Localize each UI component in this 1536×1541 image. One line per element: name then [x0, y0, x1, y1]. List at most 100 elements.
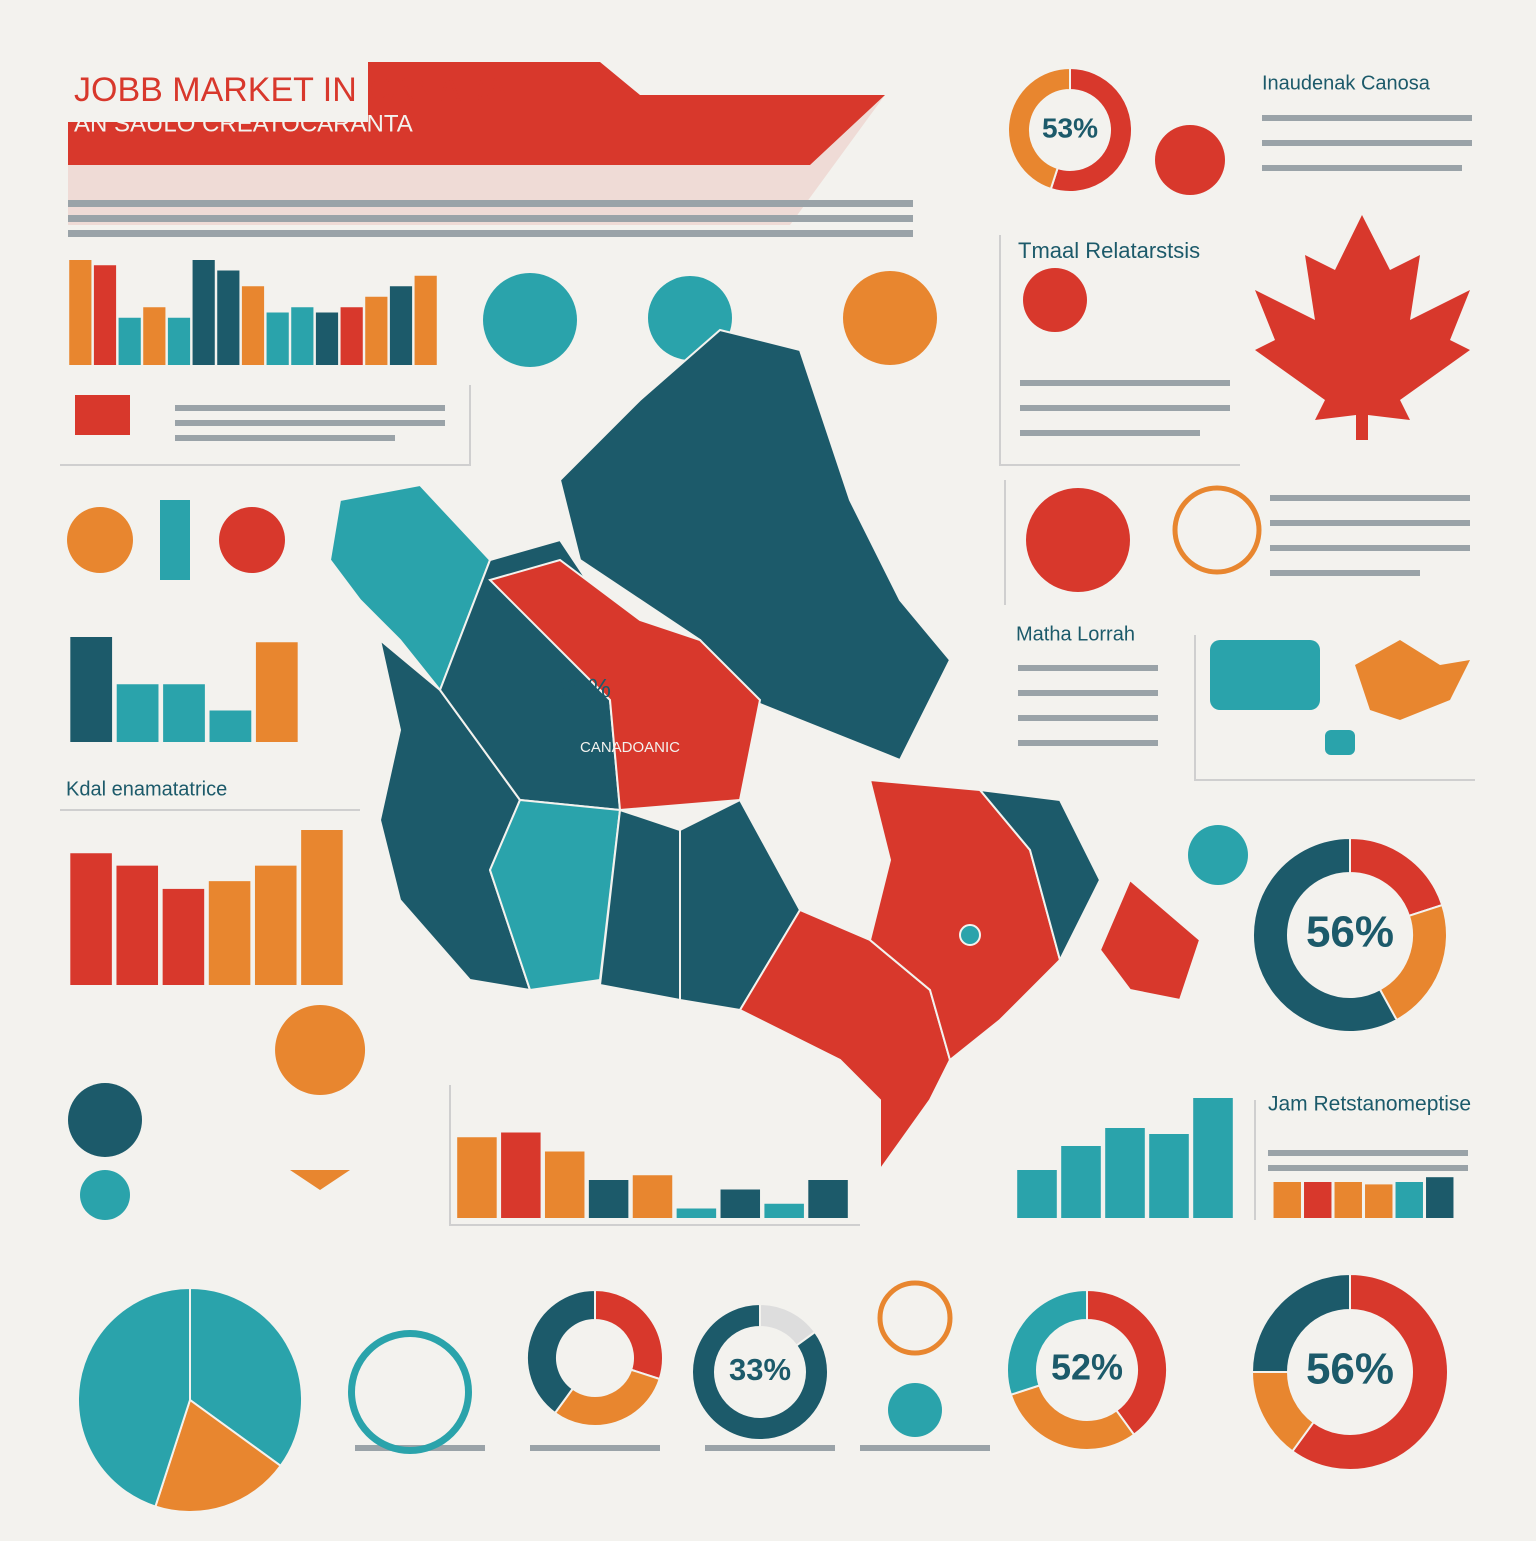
region	[1098, 878, 1202, 1002]
donut-segment	[691, 1302, 829, 1441]
icon	[1355, 640, 1470, 720]
bar	[167, 317, 191, 365]
bar	[544, 1151, 585, 1218]
text-line	[175, 435, 395, 441]
bar	[217, 270, 240, 365]
bar	[291, 307, 314, 365]
frame	[999, 235, 1240, 466]
bar	[501, 1132, 541, 1218]
bar	[266, 312, 289, 365]
donut-segment	[526, 1288, 596, 1415]
bar	[808, 1180, 848, 1218]
text-lines	[68, 115, 1472, 1451]
icon	[888, 1383, 942, 1437]
text-line	[68, 215, 913, 222]
bar	[70, 853, 112, 985]
text-line	[705, 1445, 835, 1451]
text-line	[1020, 405, 1230, 411]
icon	[67, 507, 133, 573]
bar	[209, 710, 252, 742]
bar	[1304, 1182, 1332, 1218]
bar	[70, 637, 113, 742]
bar	[1334, 1182, 1362, 1218]
bar	[116, 684, 159, 742]
donut-segment	[553, 1368, 661, 1427]
bar	[414, 275, 437, 365]
section-title: Inaudenak Canosa	[1262, 72, 1431, 94]
donut-segment	[1009, 1384, 1136, 1451]
maple-leaf	[1255, 215, 1470, 440]
icon	[483, 273, 577, 367]
bar	[1149, 1134, 1189, 1218]
donut-segment	[189, 1286, 303, 1468]
bar	[241, 286, 265, 365]
bar	[389, 286, 413, 365]
icon	[843, 271, 937, 365]
frames	[60, 235, 1475, 1226]
donut-label: 56%	[1306, 908, 1394, 957]
text-line	[1018, 715, 1158, 721]
bar	[1017, 1170, 1057, 1218]
bar	[301, 830, 343, 985]
bar	[340, 307, 363, 365]
map	[328, 328, 1202, 1174]
bar	[192, 260, 215, 365]
icon	[68, 1083, 142, 1157]
text-line	[175, 420, 445, 426]
region	[738, 908, 952, 1174]
icon	[877, 1280, 953, 1356]
text-line	[68, 230, 913, 237]
section-title: Matha Lorrah	[1016, 623, 1135, 645]
donut-segment	[1006, 1288, 1088, 1396]
bar	[676, 1208, 717, 1218]
icon	[1155, 125, 1225, 195]
icon	[1026, 488, 1130, 592]
icon	[1210, 640, 1320, 710]
icon	[275, 1005, 366, 1190]
bar	[1426, 1177, 1454, 1218]
bar	[69, 260, 92, 365]
text-line	[1020, 430, 1200, 436]
text-line	[175, 405, 445, 411]
bar	[1273, 1182, 1301, 1218]
bar	[315, 312, 339, 365]
text-line	[1018, 665, 1158, 671]
bar	[1365, 1184, 1393, 1218]
bar	[457, 1137, 497, 1218]
subtitle: AN SAULO CREATOCARANTA	[74, 110, 413, 137]
bar	[255, 642, 298, 742]
icon	[160, 500, 190, 580]
donut-label: 52%	[1051, 1347, 1123, 1388]
bar	[1395, 1182, 1423, 1218]
donut-segment	[1250, 1272, 1351, 1373]
map-label: 60%	[559, 673, 611, 703]
map-label: CANADOANIC	[580, 739, 680, 756]
donut-label: 33%	[729, 1352, 791, 1387]
frame	[449, 1085, 860, 1226]
frame	[1194, 635, 1475, 781]
donut-label: 53%	[1042, 112, 1098, 143]
donut-segment	[348, 1330, 472, 1454]
text-line	[1268, 1165, 1468, 1171]
icon	[1172, 485, 1262, 575]
text-line	[1270, 570, 1420, 576]
bar	[143, 307, 166, 365]
donut-segment	[76, 1286, 191, 1508]
frame	[60, 385, 471, 466]
donut-segment	[1049, 66, 1133, 193]
bar	[116, 865, 159, 985]
region	[488, 558, 762, 812]
bar	[1193, 1098, 1233, 1218]
region	[558, 328, 952, 762]
text-line	[68, 200, 913, 207]
icon	[75, 395, 130, 435]
text-line	[1270, 495, 1470, 501]
donut-label: 56%	[1306, 1345, 1394, 1394]
bar	[632, 1175, 673, 1218]
text-line	[860, 1445, 990, 1451]
donut-segment	[1007, 66, 1071, 191]
text-line	[1268, 1150, 1468, 1156]
